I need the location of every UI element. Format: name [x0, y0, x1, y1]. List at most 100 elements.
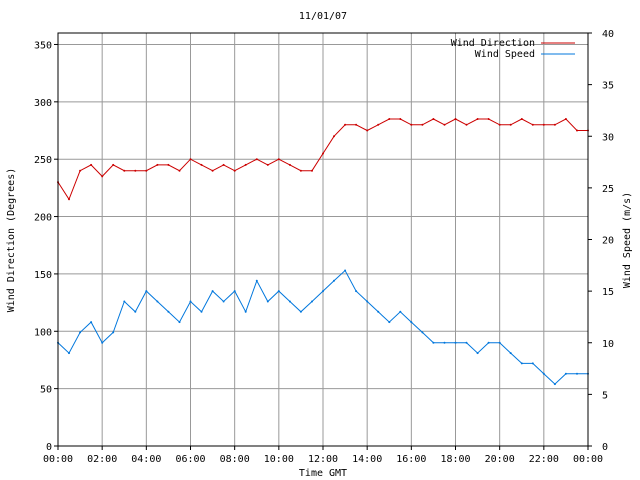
- wind-direction-point: [410, 123, 413, 126]
- wind-speed-point: [553, 383, 556, 386]
- wind-direction-point: [68, 198, 70, 201]
- wind-speed-point: [487, 341, 490, 344]
- wind-direction-point: [255, 158, 258, 161]
- x-axis-title: Time GMT: [299, 468, 347, 479]
- x-tick-label: 20:00: [485, 454, 515, 465]
- y-left-tick-label: 200: [34, 213, 52, 224]
- wind-speed-point: [178, 321, 181, 324]
- x-tick-label: 10:00: [264, 454, 294, 465]
- wind-direction-point: [222, 163, 225, 166]
- x-tick-label: 06:00: [175, 454, 205, 465]
- x-tick-label: 02:00: [87, 454, 117, 465]
- wind-speed-point: [277, 290, 280, 293]
- wind-direction-point: [123, 169, 126, 172]
- wind-speed-point: [476, 352, 479, 355]
- wind-speed-point: [377, 310, 380, 313]
- wind-speed-point: [564, 372, 567, 375]
- wind-direction-point: [509, 123, 512, 126]
- wind-speed-point: [244, 310, 247, 313]
- wind-speed-point: [399, 310, 402, 313]
- wind-speed-point: [222, 300, 225, 303]
- wind-speed-point: [189, 300, 192, 303]
- wind-speed-point: [145, 290, 148, 293]
- legend-label-wind-direction: Wind Direction: [451, 38, 535, 49]
- wind-speed-point: [266, 300, 269, 303]
- wind-speed-point: [68, 352, 70, 355]
- wind-speed-point: [156, 300, 159, 303]
- wind-direction-point: [233, 169, 236, 172]
- wind-speed-point: [211, 290, 214, 293]
- wind-speed-point: [299, 310, 302, 313]
- x-tick-label: 22:00: [529, 454, 559, 465]
- grid-lines: [58, 33, 588, 446]
- wind-direction-point: [355, 123, 358, 126]
- wind-direction-point: [399, 118, 402, 120]
- wind-direction-point: [454, 118, 457, 120]
- wind-direction-point: [112, 163, 115, 166]
- y-right-tick-label: 0: [602, 442, 608, 453]
- wind-speed-point: [454, 341, 457, 344]
- wind-direction-point: [200, 163, 203, 166]
- y-left-tick-label: 100: [34, 327, 52, 338]
- wind-direction-point: [145, 169, 148, 172]
- wind-speed-point: [531, 362, 534, 365]
- wind-speed-point: [167, 310, 170, 313]
- wind-direction-point: [388, 118, 391, 120]
- wind-direction-point: [189, 158, 192, 161]
- wind-direction-point: [553, 123, 556, 126]
- wind-direction-point: [299, 169, 302, 172]
- y-axis-right-title: Wind Speed (m/s): [622, 192, 633, 288]
- wind-direction-point: [311, 169, 313, 172]
- wind-speed-point: [123, 300, 126, 303]
- wind-direction-point: [134, 169, 137, 172]
- wind-speed-point: [498, 341, 501, 344]
- wind-speed-point: [112, 331, 115, 334]
- wind-direction-point: [520, 118, 523, 120]
- wind-direction-point: [542, 123, 545, 126]
- wind-speed-point: [79, 331, 82, 334]
- wind-speed-point: [101, 341, 104, 344]
- y-right-tick-label: 35: [602, 81, 614, 92]
- wind-speed-point: [311, 300, 313, 303]
- wind-speed-point: [333, 279, 335, 282]
- y-left-tick-label: 0: [46, 442, 52, 453]
- wind-direction-point: [288, 163, 291, 166]
- wind-direction-point: [167, 163, 170, 166]
- wind-speed-point: [344, 269, 347, 272]
- x-tick-label: 14:00: [352, 454, 382, 465]
- wind-direction-point: [421, 123, 424, 126]
- y-left-tick-label: 250: [34, 155, 52, 166]
- x-tick-label: 12:00: [308, 454, 338, 465]
- y-left-tick-label: 300: [34, 98, 52, 109]
- wind-speed-point: [465, 341, 468, 344]
- x-tick-label: 16:00: [396, 454, 426, 465]
- wind-direction-point: [576, 129, 578, 132]
- wind-speed-point: [322, 290, 324, 293]
- wind-direction-point: [366, 129, 369, 132]
- wind-direction-point: [432, 118, 435, 120]
- wind-direction-point: [211, 169, 214, 172]
- wind-direction-point: [344, 123, 347, 126]
- y-axis-left-title: Wind Direction (Degrees): [6, 168, 17, 313]
- axis-ticks: 00:00 02:00 04:00 06:00 08:00 10:00 12:00 14:00…: [34, 29, 614, 465]
- wind-direction-point: [79, 169, 82, 172]
- wind-speed-point: [288, 300, 291, 303]
- wind-speed-point: [233, 290, 236, 293]
- y-left-tick-label: 50: [40, 385, 52, 396]
- wind-speed-point: [134, 310, 137, 313]
- wind-direction-point: [101, 175, 104, 178]
- x-tick-label: 00:00: [573, 454, 603, 465]
- wind-speed-point: [255, 279, 258, 282]
- wind-direction-point: [564, 118, 567, 120]
- wind-direction-point: [476, 118, 479, 120]
- wind-speed-point: [355, 290, 358, 293]
- x-tick-label: 04:00: [131, 454, 161, 465]
- wind-direction-point: [333, 135, 335, 138]
- wind-direction-point: [377, 123, 380, 126]
- wind-speed-point: [421, 331, 424, 334]
- x-tick-label: 18:00: [440, 454, 470, 465]
- y-left-tick-label: 150: [34, 270, 52, 281]
- wind-direction-point: [266, 163, 269, 166]
- x-tick-label: 08:00: [220, 454, 250, 465]
